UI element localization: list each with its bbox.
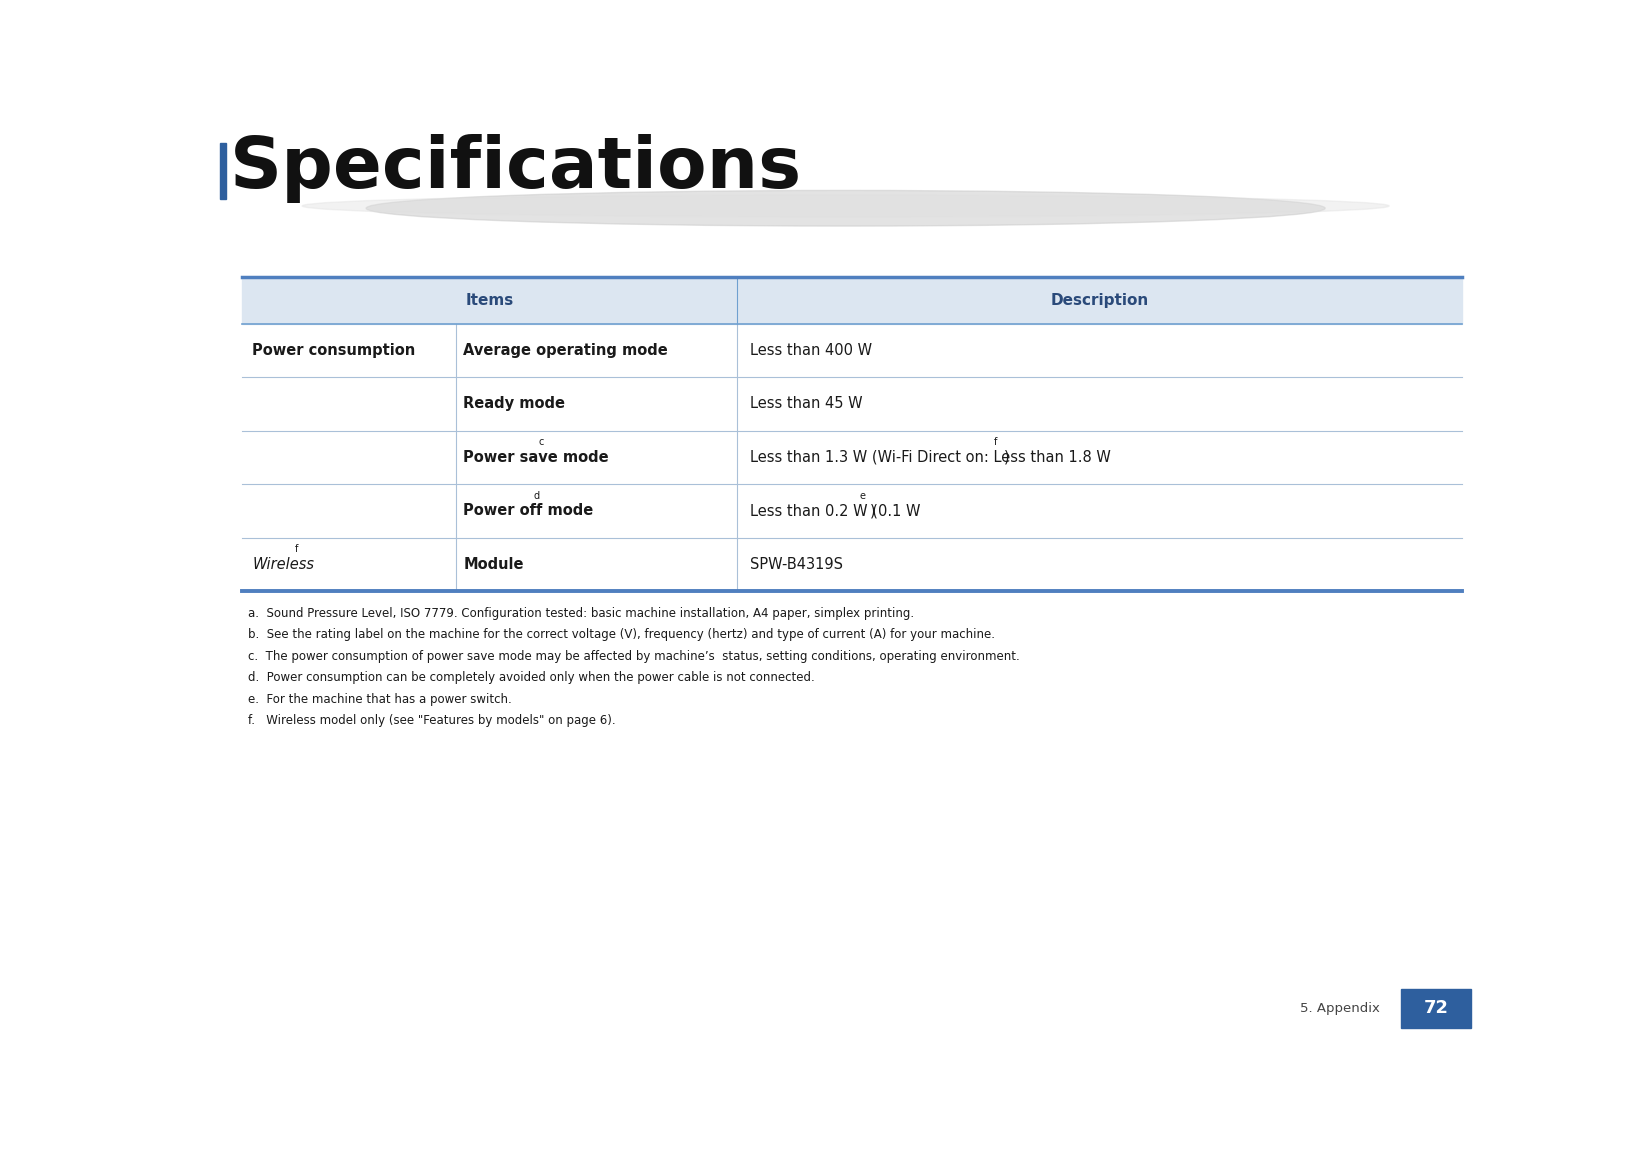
Text: Specifications: Specifications <box>229 133 802 203</box>
Text: d: d <box>533 491 540 500</box>
Text: c.  The power consumption of power save mode may be affected by machine’s  statu: c. The power consumption of power save m… <box>249 650 1020 662</box>
Text: Description: Description <box>1051 293 1148 308</box>
Text: 5. Appendix: 5. Appendix <box>1300 1002 1379 1014</box>
Text: Less than 400 W: Less than 400 W <box>749 343 871 358</box>
Text: 72: 72 <box>1424 999 1449 1018</box>
Text: e.  For the machine that has a power switch.: e. For the machine that has a power swit… <box>249 692 512 705</box>
Text: ): ) <box>870 504 875 519</box>
Ellipse shape <box>302 195 1389 217</box>
Text: Module: Module <box>464 557 523 572</box>
Text: b.  See the rating label on the machine for the correct voltage (V), frequency (: b. See the rating label on the machine f… <box>249 629 995 642</box>
Text: Items: Items <box>465 293 513 308</box>
Text: SPW-B4319S: SPW-B4319S <box>749 557 843 572</box>
Bar <box>219 142 226 199</box>
Text: Power save mode: Power save mode <box>464 449 609 464</box>
Text: f: f <box>295 544 299 555</box>
Ellipse shape <box>366 190 1325 226</box>
Text: ): ) <box>1005 449 1010 464</box>
Text: Wireless: Wireless <box>252 557 314 572</box>
Bar <box>243 277 1462 323</box>
Text: Less than 0.2 W (0.1 W: Less than 0.2 W (0.1 W <box>749 504 921 519</box>
Text: f.   Wireless model only (see "Features by models" on page 6).: f. Wireless model only (see "Features by… <box>249 714 615 727</box>
Text: Less than 45 W: Less than 45 W <box>749 396 863 411</box>
Bar <box>1401 989 1470 1028</box>
Text: Power off mode: Power off mode <box>464 504 594 519</box>
Text: Average operating mode: Average operating mode <box>464 343 668 358</box>
Text: d.  Power consumption can be completely avoided only when the power cable is not: d. Power consumption can be completely a… <box>249 672 815 684</box>
Text: Ready mode: Ready mode <box>464 396 566 411</box>
Text: a.  Sound Pressure Level, ISO 7779. Configuration tested: basic machine installa: a. Sound Pressure Level, ISO 7779. Confi… <box>249 607 914 620</box>
Text: c: c <box>538 438 543 447</box>
Text: f: f <box>993 438 998 447</box>
Text: Power consumption: Power consumption <box>252 343 416 358</box>
Text: e: e <box>860 491 866 500</box>
Text: Less than 1.3 W (Wi-Fi Direct on: Less than 1.8 W: Less than 1.3 W (Wi-Fi Direct on: Less t… <box>749 449 1110 464</box>
